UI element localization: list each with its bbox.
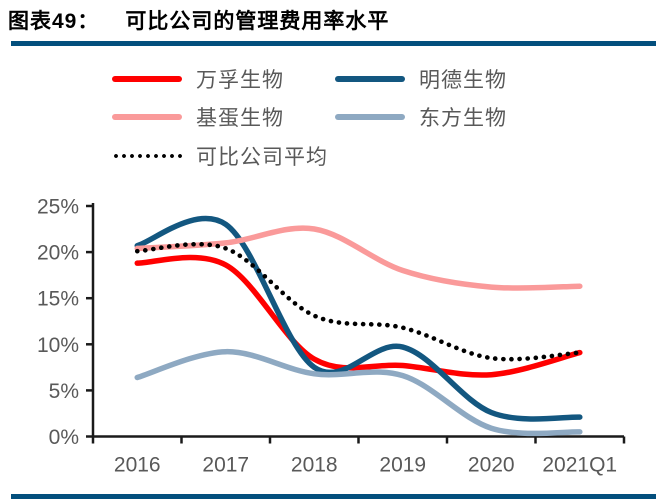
legend-swatch-average <box>112 153 182 159</box>
series-line-4 <box>134 241 583 362</box>
legend-label-average: 可比公司平均 <box>196 146 328 169</box>
y-tick-label: 20% <box>37 242 79 265</box>
legend-label-jidan: 基蛋生物 <box>196 107 284 130</box>
legend-item-average: 可比公司平均 <box>112 143 328 169</box>
x-tick-label: 2021Q1 <box>542 454 617 477</box>
y-tick-label: 10% <box>37 334 79 357</box>
x-tick-label: 2020 <box>468 454 515 477</box>
x-tick-label: 2016 <box>114 454 161 477</box>
y-tick-label: 25% <box>37 196 79 219</box>
legend-item-mingde: 明德生物 <box>335 66 507 92</box>
legend-item-dongfang: 东方生物 <box>335 104 507 130</box>
header-rule <box>11 41 656 46</box>
legend-label-wanfu: 万孚生物 <box>196 69 284 92</box>
y-tick-label: 5% <box>49 380 79 403</box>
chart-legend: 万孚生物 明德生物 基蛋生物 东方生物 可比公司平均 <box>0 0 669 180</box>
y-tick-label: 15% <box>37 288 79 311</box>
legend-item-wanfu: 万孚生物 <box>112 66 284 92</box>
figure-caption: 可比公司的管理费用率水平 <box>125 10 390 33</box>
y-tick-label: 0% <box>49 426 79 449</box>
footer-rule <box>11 494 656 499</box>
x-tick-label: 2019 <box>379 454 426 477</box>
legend-swatch-dongfang <box>335 114 405 120</box>
x-tick-label: 2017 <box>202 454 249 477</box>
x-tick-label: 2018 <box>291 454 338 477</box>
legend-label-dongfang: 东方生物 <box>419 107 507 130</box>
figure-number-label: 图表49： <box>8 10 100 33</box>
legend-item-jidan: 基蛋生物 <box>112 104 284 130</box>
series-line-2 <box>134 225 583 291</box>
legend-swatch-mingde <box>335 76 405 82</box>
legend-swatch-jidan <box>112 114 182 120</box>
series-line-3 <box>134 348 583 437</box>
legend-label-mingde: 明德生物 <box>419 69 507 92</box>
figure-title: 图表49： 可比公司的管理费用率水平 <box>8 5 389 35</box>
legend-swatch-wanfu <box>112 76 182 82</box>
series-line-1 <box>134 215 583 422</box>
